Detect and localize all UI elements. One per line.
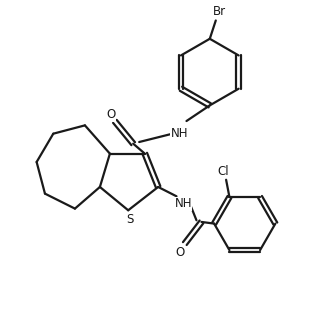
Text: Br: Br bbox=[212, 5, 226, 18]
Text: Cl: Cl bbox=[218, 165, 229, 178]
Text: NH: NH bbox=[174, 197, 192, 210]
Text: O: O bbox=[175, 246, 184, 259]
Text: NH: NH bbox=[171, 127, 188, 140]
Text: O: O bbox=[106, 108, 116, 121]
Text: S: S bbox=[126, 213, 134, 226]
